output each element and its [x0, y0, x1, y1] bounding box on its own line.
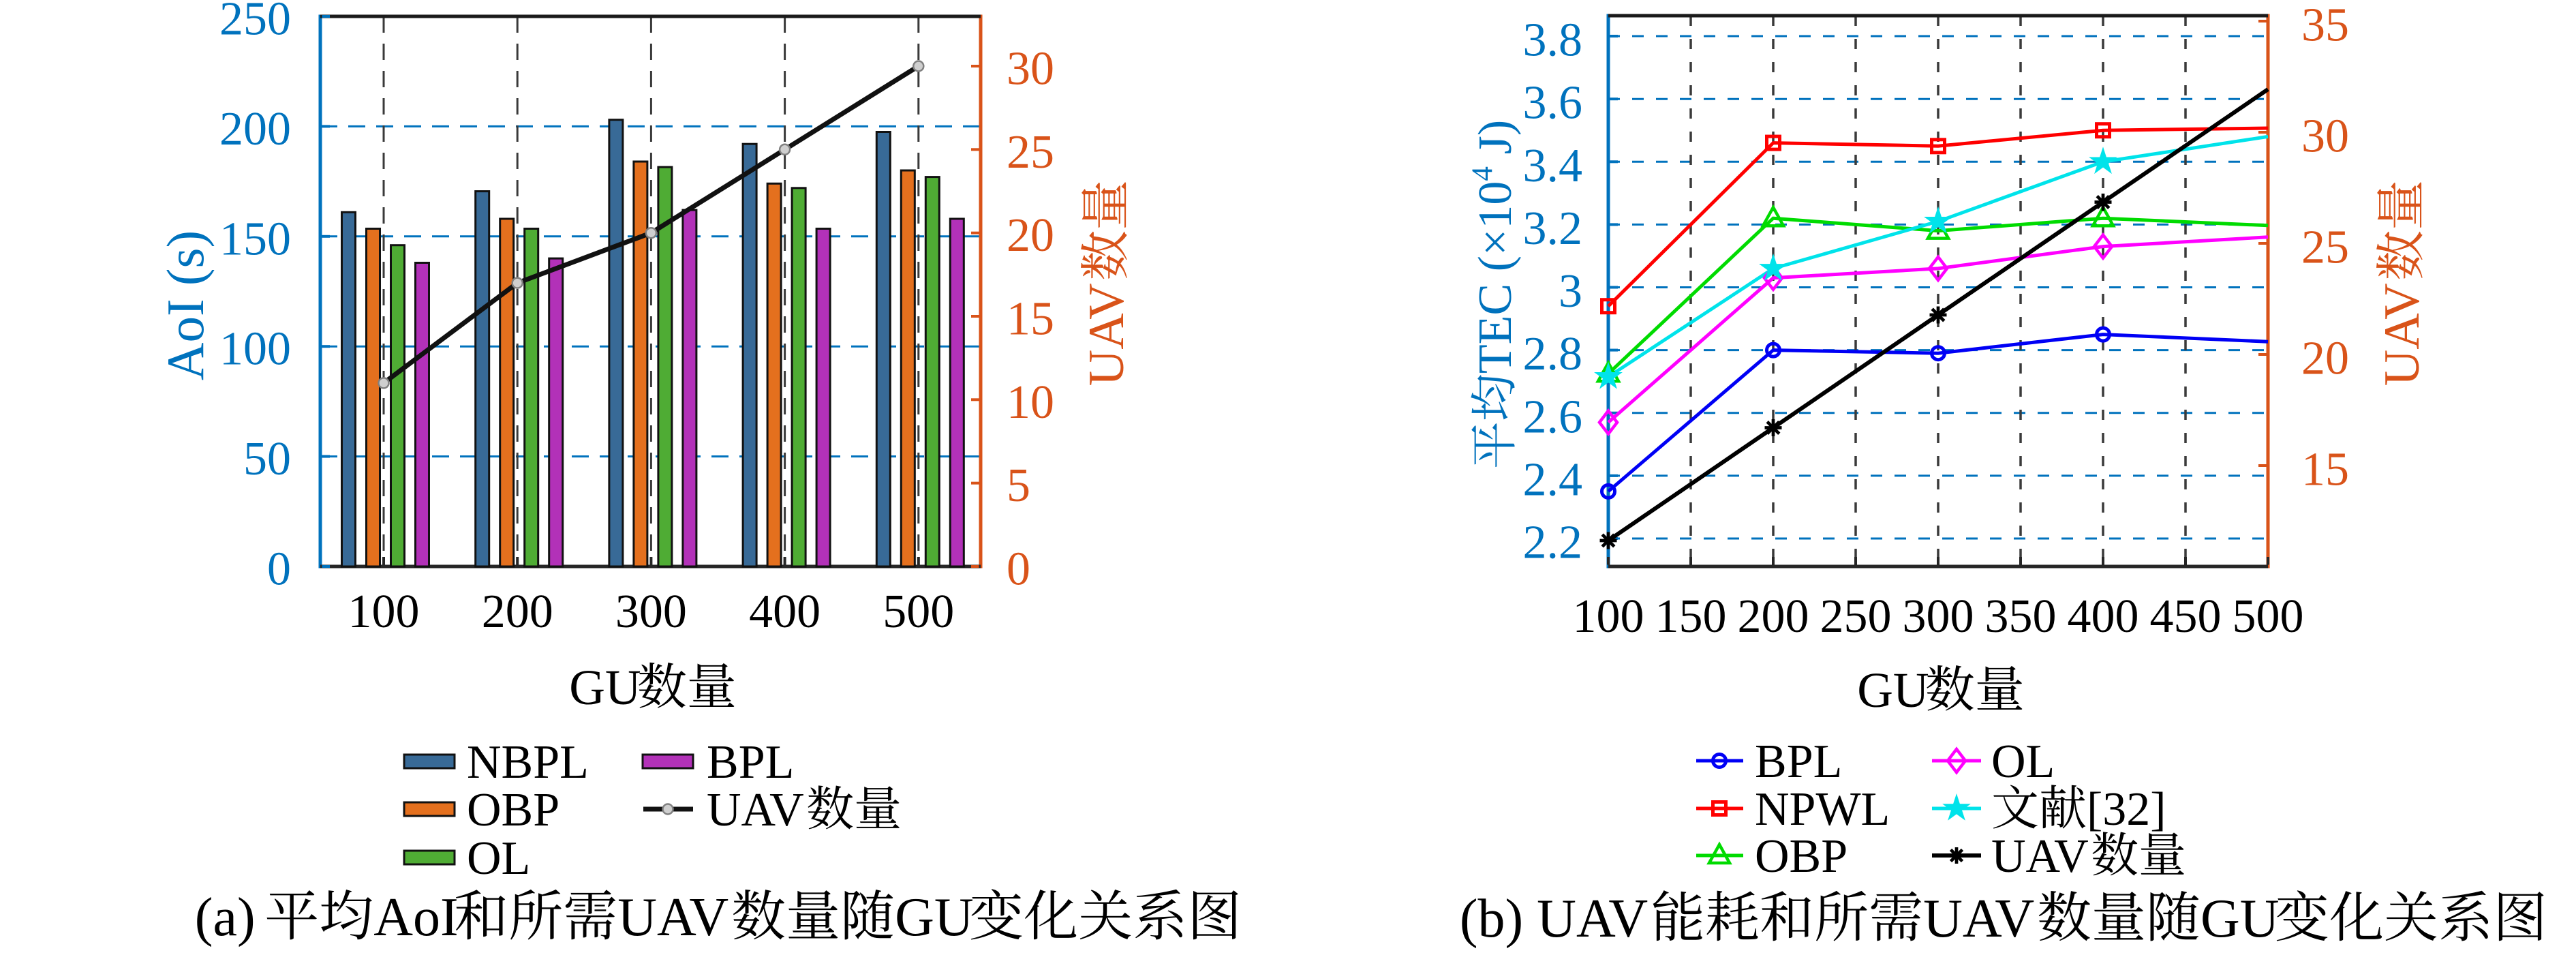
- svg-text:OBP: OBP: [467, 784, 559, 836]
- svg-text:50: 50: [243, 433, 291, 485]
- svg-text:30: 30: [1007, 43, 1054, 95]
- svg-text:0: 0: [1007, 543, 1030, 596]
- svg-text:10: 10: [1007, 376, 1054, 429]
- svg-text:35: 35: [2301, 0, 2349, 52]
- svg-text:20: 20: [2301, 333, 2349, 385]
- svg-text:5: 5: [1007, 459, 1030, 512]
- svg-text:100: 100: [348, 586, 420, 638]
- svg-text:300: 300: [1903, 590, 1974, 643]
- svg-text:AoI: AoI: [373, 888, 458, 948]
- svg-text:3.6: 3.6: [1523, 77, 1583, 130]
- svg-text:3: 3: [1559, 265, 1582, 318]
- svg-text:30: 30: [2301, 110, 2349, 163]
- svg-text:400: 400: [749, 586, 821, 638]
- svg-text:UAV: UAV: [1991, 830, 2089, 883]
- svg-text:10: 10: [1469, 181, 1522, 229]
- svg-text:NBPL: NBPL: [467, 736, 589, 789]
- svg-text:GU: GU: [2201, 889, 2280, 949]
- svg-text:GU: GU: [895, 888, 974, 948]
- svg-text:UAV: UAV: [617, 888, 729, 948]
- svg-text:200: 200: [1738, 590, 1809, 643]
- svg-text:3.8: 3.8: [1523, 14, 1583, 67]
- svg-text:UAV: UAV: [2374, 283, 2430, 386]
- svg-text:2.8: 2.8: [1523, 328, 1583, 380]
- svg-text:TEC (: TEC (: [1469, 256, 1522, 374]
- svg-text:15: 15: [1007, 293, 1054, 346]
- svg-text:350: 350: [1985, 590, 2057, 643]
- svg-text:3.4: 3.4: [1523, 140, 1583, 192]
- svg-text:J): J): [1469, 120, 1522, 166]
- svg-text:(a): (a): [195, 888, 269, 948]
- svg-text:450: 450: [2150, 590, 2222, 643]
- svg-text:(b) UAV: (b) UAV: [1460, 889, 1648, 949]
- svg-text:OL: OL: [1991, 736, 2055, 788]
- svg-text:400: 400: [2068, 590, 2139, 643]
- svg-text:0: 0: [267, 543, 291, 596]
- svg-text:150: 150: [1655, 590, 1727, 643]
- svg-text:3.2: 3.2: [1523, 202, 1583, 255]
- svg-text:2.4: 2.4: [1523, 453, 1583, 506]
- svg-text:25: 25: [2301, 222, 2349, 274]
- svg-text:[32]: [32]: [2087, 783, 2166, 836]
- svg-text:UAV: UAV: [1079, 283, 1135, 386]
- svg-text:OL: OL: [467, 832, 530, 885]
- svg-text:2.6: 2.6: [1523, 391, 1583, 443]
- svg-text:15: 15: [2301, 444, 2349, 496]
- svg-text:NPWL: NPWL: [1755, 783, 1890, 836]
- svg-text:20: 20: [1007, 209, 1054, 262]
- svg-text:250: 250: [1820, 590, 1892, 643]
- svg-text:200: 200: [219, 103, 291, 155]
- svg-text:25: 25: [1007, 126, 1054, 179]
- svg-text:100: 100: [219, 323, 291, 376]
- svg-text:BPL: BPL: [707, 736, 794, 789]
- svg-text:2.2: 2.2: [1523, 517, 1583, 569]
- svg-text:BPL: BPL: [1755, 736, 1842, 788]
- svg-text:UAV: UAV: [707, 784, 804, 836]
- svg-text:OBP: OBP: [1755, 830, 1847, 883]
- svg-text:500: 500: [883, 586, 954, 638]
- svg-text:500: 500: [2233, 590, 2304, 643]
- svg-text:250: 250: [219, 0, 291, 46]
- svg-text:GU: GU: [569, 660, 641, 715]
- svg-text:×: ×: [1469, 229, 1522, 256]
- svg-text:150: 150: [219, 213, 291, 265]
- svg-text:100: 100: [1573, 590, 1644, 643]
- svg-text:200: 200: [482, 586, 553, 638]
- svg-text:4: 4: [1467, 166, 1499, 181]
- svg-text:GU: GU: [1857, 663, 1929, 718]
- svg-text:UAV: UAV: [1923, 889, 2034, 949]
- svg-text:AoI (s): AoI (s): [156, 230, 215, 380]
- svg-text:300: 300: [615, 586, 687, 638]
